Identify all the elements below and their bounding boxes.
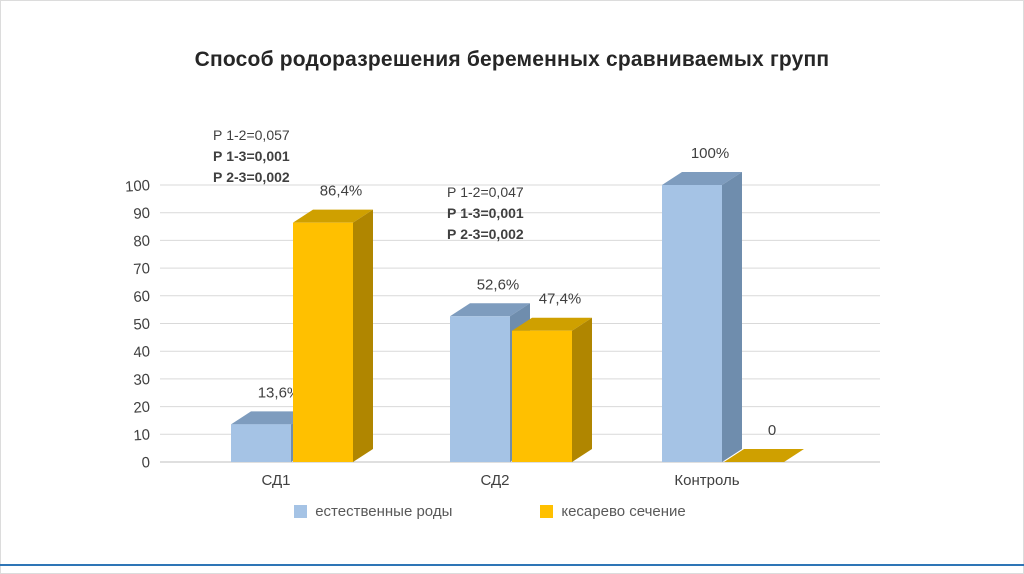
legend-swatch-cesarean bbox=[540, 505, 554, 518]
chart-title: Способ родоразрешения беременных сравнив… bbox=[194, 48, 830, 71]
y-tick-label: 50 bbox=[133, 316, 151, 334]
bar-СД2-series0-top-face bbox=[450, 303, 530, 317]
bar-СД1-series0-top-face bbox=[231, 411, 311, 425]
p-value-annotation: Р 1-2=0,047 bbox=[447, 184, 524, 200]
legend-label-natural-births: естественные роды bbox=[315, 503, 453, 520]
p-value-annotation: Р 2-3=0,002 bbox=[213, 169, 290, 185]
y-tick-label: 0 bbox=[141, 454, 151, 472]
y-tick-label: 10 bbox=[133, 426, 151, 444]
y-tick-label: 60 bbox=[133, 288, 151, 306]
value-label: 0 bbox=[768, 422, 776, 439]
category-label: СД2 bbox=[480, 472, 509, 489]
bar-Контроль-series0 bbox=[662, 185, 722, 462]
category-label: СД1 bbox=[261, 472, 290, 489]
footer-accent-line bbox=[0, 564, 1024, 566]
p-value-annotation: Р 2-3=0,002 bbox=[447, 226, 524, 242]
bar-СД1-series0 bbox=[231, 424, 291, 462]
y-tick-label: 100 bbox=[124, 177, 150, 196]
value-label: 100% bbox=[691, 145, 729, 162]
legend-item-cesarean: кесарево сечение bbox=[540, 503, 686, 520]
y-tick-label: 80 bbox=[133, 232, 151, 250]
bar-СД2-series1-top-face bbox=[512, 317, 592, 331]
bar-Контроль-series1-zero-base bbox=[724, 449, 804, 462]
y-tick-label: 90 bbox=[133, 205, 151, 223]
legend-label-cesarean: кесарево сечение bbox=[561, 503, 686, 520]
bar-СД2-series1 bbox=[512, 330, 572, 462]
y-tick-label: 30 bbox=[133, 371, 151, 389]
value-label: 86,4% bbox=[320, 183, 363, 200]
value-label: 13,6% bbox=[258, 384, 301, 401]
category-label: Контроль bbox=[674, 472, 739, 489]
bar-Контроль-series0-side-face bbox=[722, 172, 742, 462]
y-tick-label: 20 bbox=[133, 399, 151, 417]
p-value-annotation: Р 1-3=0,001 bbox=[447, 205, 524, 221]
bar-СД1-series1-top-face bbox=[293, 209, 373, 223]
chart-legend: естественные роды кесарево сечение bbox=[0, 503, 1002, 520]
legend-item-natural-births: естественные роды bbox=[294, 503, 452, 520]
bar-СД2-series0 bbox=[450, 316, 510, 462]
value-label: 52,6% bbox=[477, 276, 520, 293]
legend-swatch-natural-births bbox=[294, 505, 308, 518]
y-tick-label: 40 bbox=[133, 343, 151, 361]
bar-СД1-series1-side-face bbox=[353, 209, 373, 462]
p-value-annotation: Р 1-2=0,057 bbox=[213, 127, 290, 143]
y-tick-label: 70 bbox=[133, 260, 151, 278]
bar-СД1-series1 bbox=[293, 222, 353, 462]
p-value-annotation: Р 1-3=0,001 bbox=[213, 148, 290, 164]
bar-СД2-series1-side-face bbox=[572, 317, 592, 462]
value-label: 47,4% bbox=[539, 291, 582, 308]
bar-Контроль-series0-top-face bbox=[662, 172, 742, 185]
